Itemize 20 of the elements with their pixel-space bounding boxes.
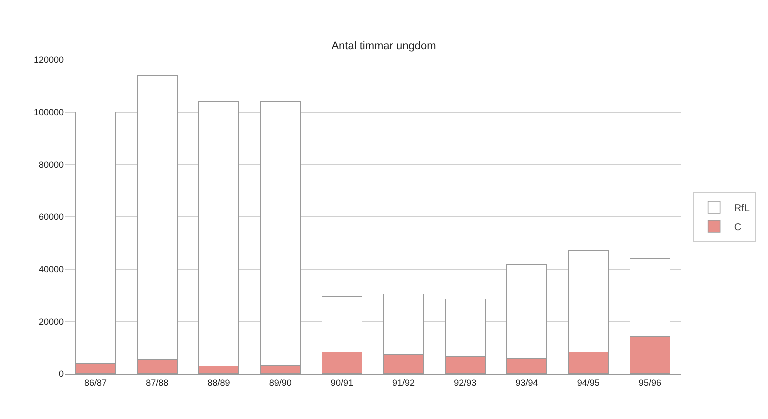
x-tick-label: 94/95 [577,378,600,388]
y-tick-label: 60000 [38,212,64,222]
x-tick-label: 91/92 [392,378,416,388]
x-tick-label: 88/89 [208,378,230,388]
x-tick-label: 89/90 [269,378,292,388]
y-tick-label: 80000 [38,160,64,170]
y-tick-label: 20000 [38,316,64,327]
x-tick-label: 90/91 [330,378,354,388]
x-tick-label: 93/94 [516,378,538,388]
x-tick-label: 87/88 [146,378,169,388]
y-tick-label: 120000 [34,55,64,66]
legend-label: RfL [734,203,750,214]
x-tick-label: 92/93 [454,378,477,388]
x-tick-label: 95/96 [638,378,662,388]
chart-title: Antal timmar ungdom [332,40,436,53]
x-tick-label: 86/87 [84,378,108,388]
y-tick-label: 40000 [38,264,64,274]
y-tick-label: 0 [58,369,64,380]
legend-label: C [734,222,742,234]
y-tick-label: 100000 [34,107,64,118]
